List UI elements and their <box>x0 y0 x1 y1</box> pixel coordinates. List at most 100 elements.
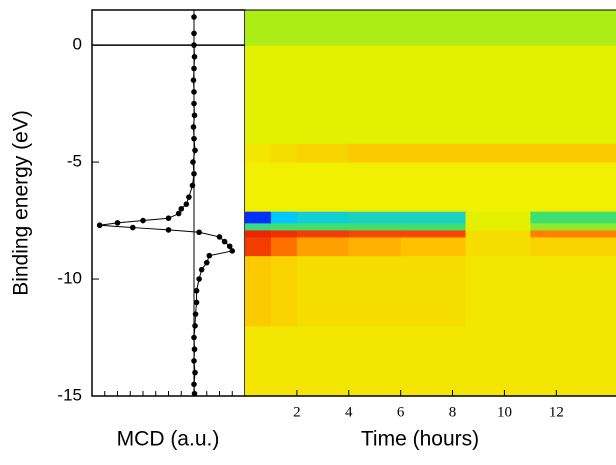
data-point <box>216 234 223 240</box>
data-point <box>193 287 200 294</box>
heatmap-cell <box>530 211 616 224</box>
heatmap-cell <box>245 229 272 238</box>
heatmap-cell <box>296 255 350 327</box>
data-point <box>196 276 202 282</box>
heatmap-cell <box>530 236 616 257</box>
data-point <box>203 259 210 266</box>
heatmap-cell <box>348 255 402 327</box>
y-tick-label: -5 <box>67 152 82 171</box>
heatmap-cell <box>400 222 467 231</box>
data-point <box>175 210 182 217</box>
heatmap-cell <box>270 255 298 327</box>
data-point <box>191 14 197 20</box>
heatmap-cell <box>270 229 298 238</box>
heatmap-cell <box>296 222 350 231</box>
heatmap-cell <box>270 222 298 231</box>
data-point <box>192 147 198 154</box>
heatmap-cell <box>465 143 531 163</box>
data-point <box>186 194 192 200</box>
heatmap-cell <box>465 325 531 397</box>
x-tick-label: 8 <box>449 404 457 420</box>
heatmap-cell <box>245 45 272 144</box>
data-point <box>114 220 121 226</box>
heatmap-cell <box>465 10 531 46</box>
heatmap-cell <box>348 236 402 257</box>
data-point <box>130 224 136 231</box>
heatmap-cell <box>296 143 350 163</box>
y-tick-label: -10 <box>57 269 82 288</box>
heatmap-cell <box>465 162 531 212</box>
heatmap-cell <box>348 45 402 144</box>
data-point <box>189 182 196 189</box>
heatmap-cell <box>530 255 616 327</box>
heatmap-cell <box>530 325 616 397</box>
heatmap-cell <box>348 229 402 238</box>
heatmap-cell <box>465 229 531 238</box>
data-point <box>191 100 197 107</box>
data-point <box>191 65 197 72</box>
x-tick-label: 4 <box>345 404 353 420</box>
heatmap-cell <box>296 229 350 238</box>
data-point <box>192 369 198 376</box>
heatmap-cell <box>400 45 467 144</box>
heatmap-cell <box>400 211 467 224</box>
heatmap-cell <box>530 222 616 231</box>
heatmap-cell <box>270 162 298 212</box>
heatmap-cell <box>270 143 298 163</box>
data-point <box>196 229 202 236</box>
heatmap-cell <box>530 229 616 238</box>
heatmap-cell <box>400 255 467 327</box>
data-point <box>190 124 197 130</box>
heatmap-cell <box>296 211 350 224</box>
heatmap-cell <box>270 45 298 144</box>
data-point <box>191 30 197 37</box>
heatmap-cell <box>400 143 467 163</box>
heatmap-cell <box>400 325 467 397</box>
heatmap-cell <box>270 211 298 224</box>
heatmap-cell <box>245 255 272 327</box>
heatmap-cell <box>530 162 616 212</box>
heatmap-cell <box>245 162 272 212</box>
data-point <box>183 201 190 207</box>
data-point <box>191 53 198 60</box>
x-tick-label: 12 <box>549 404 564 420</box>
data-point <box>165 227 172 233</box>
heatmap-cell <box>296 10 350 46</box>
heatmap-cell <box>245 211 272 224</box>
heatmap-cell <box>465 211 531 224</box>
heatmap-cell <box>296 236 350 257</box>
data-point <box>191 381 197 388</box>
heatmap-cell <box>530 10 616 46</box>
data-point <box>140 217 146 224</box>
heatmap-cell <box>465 222 531 231</box>
plot-frame <box>91 9 246 397</box>
heatmap-cell <box>296 45 350 144</box>
x-axis-label: Time (hours) <box>361 428 479 451</box>
heatmap-cell <box>348 10 402 46</box>
data-point <box>191 170 197 177</box>
data-point <box>191 390 198 397</box>
data-point <box>191 334 197 341</box>
heatmap-cell <box>348 211 402 224</box>
heatmap-cell <box>400 236 467 257</box>
heatmap-cell <box>348 143 402 163</box>
data-point <box>198 266 205 273</box>
data-point <box>191 358 197 364</box>
heatmap-cell <box>465 45 531 144</box>
heatmap-cell <box>400 229 467 238</box>
heatmap-cell <box>270 236 298 257</box>
heatmap-cell <box>530 45 616 144</box>
data-point <box>221 238 228 245</box>
x-tick-label: 10 <box>497 404 512 420</box>
data-point <box>190 77 197 83</box>
data-point <box>192 311 199 317</box>
heatmap-cell <box>270 10 298 46</box>
heatmap-cell <box>400 162 467 212</box>
data-point <box>193 299 200 306</box>
heatmap-cell <box>348 222 402 231</box>
data-point <box>190 159 196 165</box>
data-point <box>165 215 172 222</box>
heatmap-cell <box>465 255 531 327</box>
data-point <box>178 206 185 212</box>
